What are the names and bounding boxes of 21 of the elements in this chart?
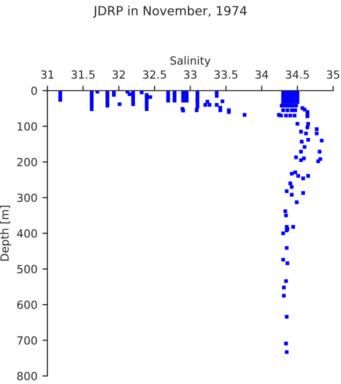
y-tick-label: 800 — [17, 372, 37, 380]
y-tick-label: 600 — [17, 300, 37, 309]
y-tick-label: 500 — [17, 264, 37, 274]
x-tick-label: 32.5 — [143, 70, 166, 79]
x-tick-label: 31.5 — [72, 70, 95, 79]
x-tick-label: 33.5 — [214, 70, 238, 79]
chart-title: JDRP in November, 1974 — [93, 6, 247, 18]
x-axis-title: Salinity — [170, 56, 210, 67]
y-tick-label: 700 — [17, 336, 37, 345]
y-tick-label: 300 — [17, 194, 37, 202]
y-tick-label: 400 — [17, 229, 37, 238]
y-tick-label: 0 — [31, 86, 37, 96]
x-tick-label: 35 — [326, 70, 340, 79]
y-tick-label: 100 — [18, 122, 37, 131]
y-axis-title: Depth [m] — [0, 206, 11, 261]
y-tick-label: 200 — [17, 158, 37, 166]
x-tick-label: 34 — [255, 70, 268, 79]
x-tick-label: 32 — [112, 70, 125, 79]
x-tick-label: 33 — [184, 70, 196, 79]
x-tick-label: 34.5 — [286, 70, 309, 79]
x-tick-label: 31 — [41, 70, 54, 79]
